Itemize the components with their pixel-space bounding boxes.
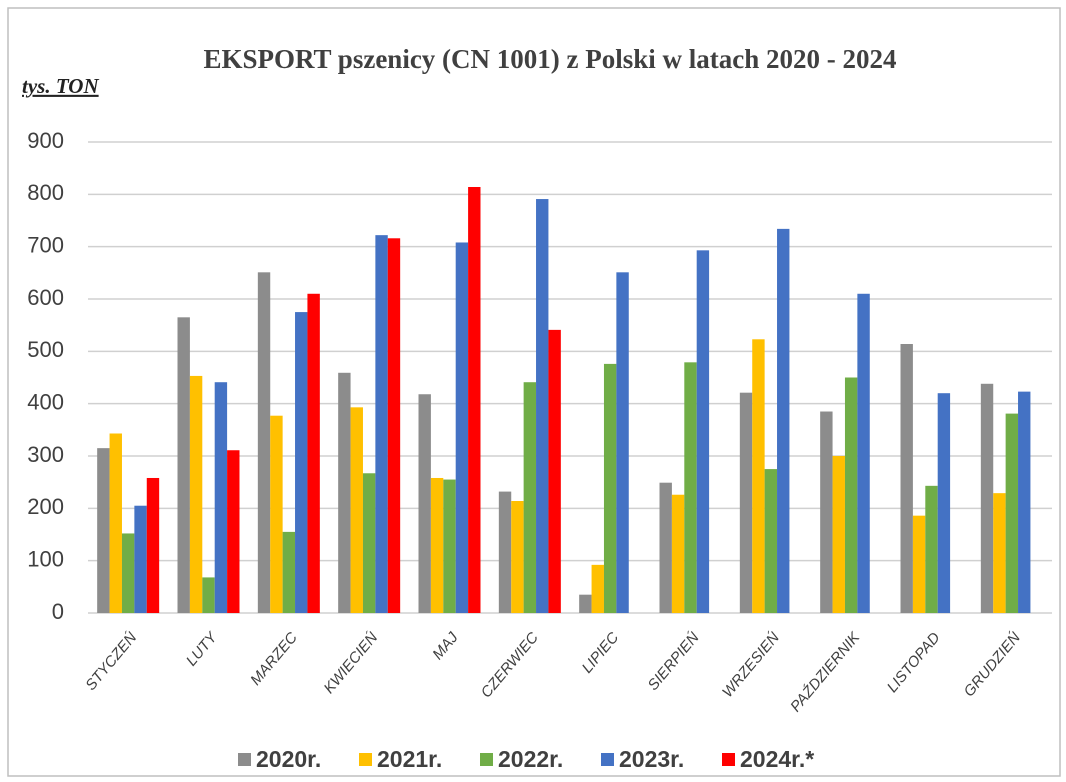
bar bbox=[752, 339, 765, 613]
bar bbox=[202, 577, 215, 613]
bar bbox=[227, 450, 240, 613]
bar bbox=[455, 242, 469, 614]
legend-label: 2024r.* bbox=[740, 746, 814, 772]
bar bbox=[523, 382, 537, 613]
bar bbox=[443, 479, 456, 613]
bar bbox=[696, 250, 710, 613]
bar bbox=[579, 594, 592, 613]
bar bbox=[418, 394, 431, 613]
y-tick-label: 700 bbox=[27, 232, 64, 257]
legend-label: 2020r. bbox=[256, 746, 321, 772]
bar bbox=[684, 362, 697, 613]
y-tick-label: 0 bbox=[52, 599, 64, 624]
bar bbox=[603, 363, 617, 613]
legend-swatch bbox=[722, 753, 735, 766]
bar bbox=[925, 485, 938, 613]
bar bbox=[468, 187, 481, 614]
bar bbox=[498, 491, 512, 613]
bar bbox=[338, 372, 351, 613]
legend-label: 2021r. bbox=[377, 746, 442, 772]
legend-swatch bbox=[480, 753, 493, 766]
bar bbox=[307, 293, 320, 613]
y-tick-label: 200 bbox=[27, 494, 64, 519]
bar bbox=[777, 228, 790, 613]
legend-swatch bbox=[601, 753, 614, 766]
bar bbox=[739, 392, 753, 613]
bar bbox=[375, 235, 388, 614]
legend-label: 2023r. bbox=[619, 746, 684, 772]
y-tick-label: 600 bbox=[27, 285, 64, 310]
bar bbox=[659, 482, 672, 613]
bar bbox=[387, 238, 401, 613]
y-tick-label: 900 bbox=[27, 128, 64, 153]
bar bbox=[362, 473, 376, 613]
bar bbox=[937, 393, 951, 613]
y-tick-label: 500 bbox=[27, 337, 64, 362]
bar bbox=[189, 375, 203, 613]
bar bbox=[993, 493, 1006, 613]
bar bbox=[900, 344, 913, 613]
bar bbox=[97, 448, 110, 613]
bar bbox=[121, 533, 135, 613]
bar bbox=[257, 272, 271, 613]
bar bbox=[536, 199, 549, 613]
bar bbox=[146, 477, 160, 613]
bar bbox=[282, 531, 296, 613]
y-tick-label: 100 bbox=[27, 546, 64, 571]
legend-swatch bbox=[359, 753, 372, 766]
bar bbox=[548, 329, 561, 613]
bar bbox=[270, 415, 283, 613]
bar bbox=[511, 501, 524, 613]
bar bbox=[134, 505, 147, 613]
bar bbox=[820, 411, 833, 613]
bar bbox=[1005, 413, 1019, 613]
bar bbox=[177, 317, 190, 613]
legend-swatch bbox=[238, 753, 251, 766]
bar bbox=[430, 477, 444, 613]
y-axis-label: tys. TON bbox=[22, 74, 99, 98]
y-tick-label: 300 bbox=[27, 442, 64, 467]
chart-title: EKSPORT pszenicy (CN 1001) z Polski w la… bbox=[203, 44, 896, 74]
bar bbox=[109, 433, 122, 613]
bar bbox=[857, 293, 870, 613]
bar bbox=[350, 407, 363, 613]
legend-label: 2022r. bbox=[498, 746, 563, 772]
bar bbox=[616, 272, 629, 613]
bar bbox=[591, 564, 604, 613]
bar bbox=[912, 515, 926, 613]
bar bbox=[832, 456, 845, 613]
bar bbox=[214, 382, 228, 613]
bar bbox=[764, 469, 778, 613]
y-tick-label: 400 bbox=[27, 389, 64, 414]
bar bbox=[844, 377, 858, 613]
bar bbox=[1018, 391, 1031, 613]
bar bbox=[295, 312, 308, 613]
bar bbox=[671, 494, 685, 613]
bar bbox=[980, 383, 994, 613]
y-tick-label: 800 bbox=[27, 180, 64, 205]
